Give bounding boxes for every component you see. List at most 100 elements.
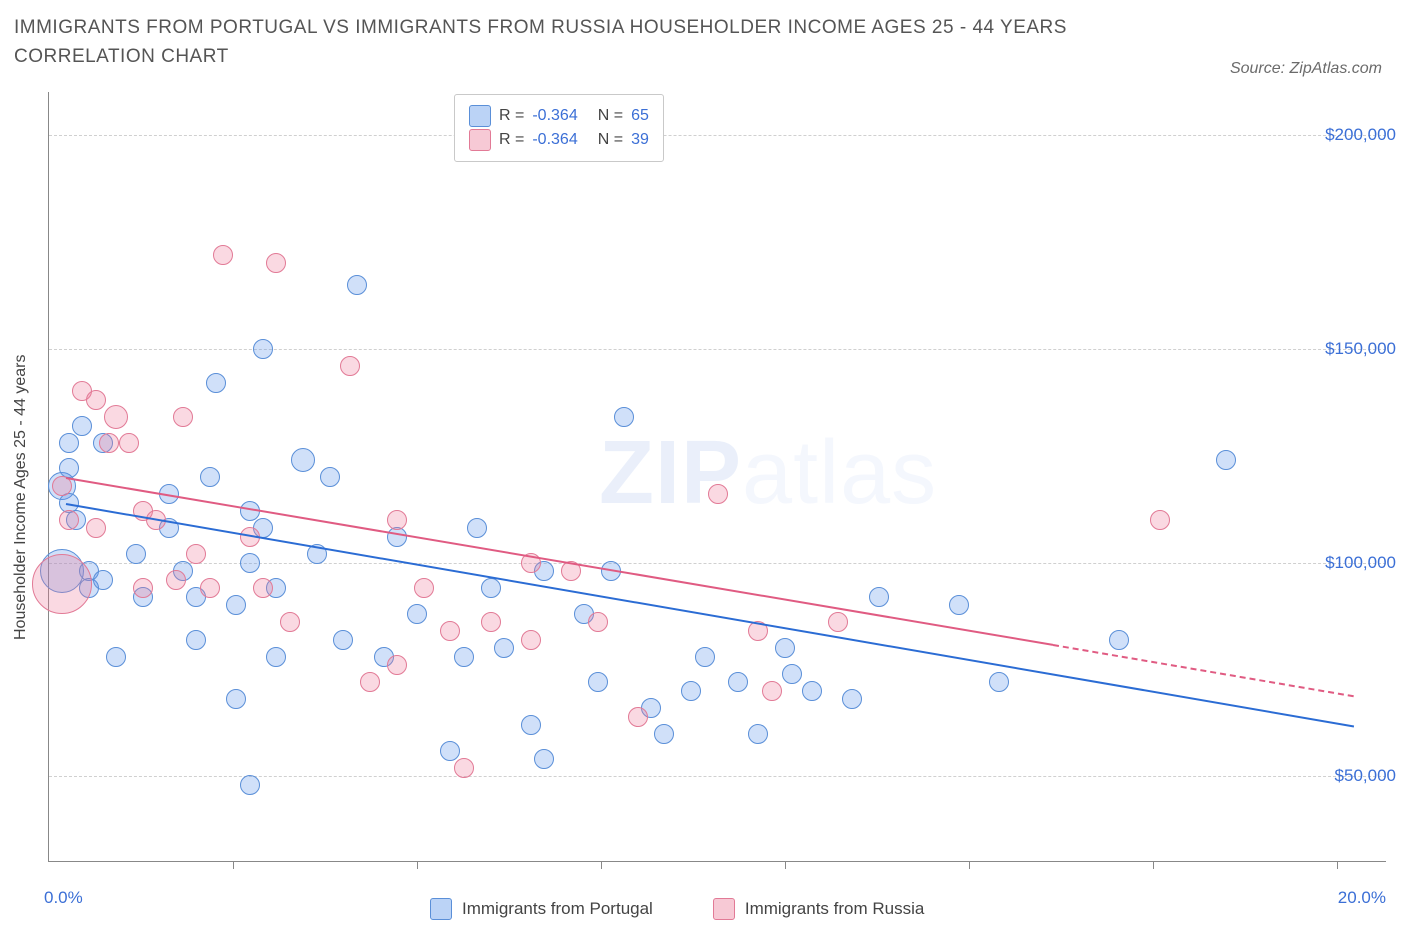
- data-point: [614, 407, 634, 427]
- data-point: [240, 553, 260, 573]
- data-point: [828, 612, 848, 632]
- watermark: ZIPatlas: [599, 422, 937, 525]
- data-point: [226, 595, 246, 615]
- legend-item: Immigrants from Portugal: [430, 898, 653, 920]
- data-point: [1216, 450, 1236, 470]
- data-point: [782, 664, 802, 684]
- y-axis-title: Householder Income Ages 25 - 44 years: [12, 355, 30, 641]
- data-point: [173, 407, 193, 427]
- data-point: [454, 758, 474, 778]
- x-tick: [417, 861, 418, 869]
- data-point: [86, 390, 106, 410]
- legend-r-label: R =: [499, 107, 524, 125]
- data-point: [440, 741, 460, 761]
- data-point: [59, 510, 79, 530]
- data-point: [387, 510, 407, 530]
- data-point: [99, 433, 119, 453]
- data-point: [200, 467, 220, 487]
- data-point: [728, 672, 748, 692]
- data-point: [1109, 630, 1129, 650]
- data-point: [481, 612, 501, 632]
- data-point: [521, 715, 541, 735]
- data-point: [387, 655, 407, 675]
- data-point: [748, 724, 768, 744]
- data-point: [534, 749, 554, 769]
- data-point: [93, 570, 113, 590]
- x-tick: [785, 861, 786, 869]
- legend-swatch: [469, 105, 491, 127]
- legend-label: Immigrants from Russia: [745, 899, 924, 919]
- data-point: [72, 416, 92, 436]
- data-point: [414, 578, 434, 598]
- data-point: [340, 356, 360, 376]
- data-point: [775, 638, 795, 658]
- legend-r-value: -0.364: [532, 107, 577, 125]
- data-point: [869, 587, 889, 607]
- legend-n-label: N =: [598, 107, 623, 125]
- data-point: [200, 578, 220, 598]
- data-point: [360, 672, 380, 692]
- data-point: [253, 339, 273, 359]
- data-point: [226, 689, 246, 709]
- data-point: [708, 484, 728, 504]
- data-point: [32, 554, 92, 614]
- data-point: [104, 405, 128, 429]
- x-tick-label-left: 0.0%: [44, 888, 83, 908]
- legend-n-value: 39: [631, 131, 649, 149]
- data-point: [842, 689, 862, 709]
- legend-swatch: [469, 129, 491, 151]
- grid-line: [49, 349, 1386, 350]
- data-point: [186, 630, 206, 650]
- legend-n-value: 65: [631, 107, 649, 125]
- legend-stat-row: R = -0.364 N = 39: [469, 129, 649, 151]
- legend-r-label: R =: [499, 131, 524, 149]
- data-point: [86, 518, 106, 538]
- legend-n-label: N =: [598, 131, 623, 149]
- data-point: [440, 621, 460, 641]
- legend-item: Immigrants from Russia: [713, 898, 924, 920]
- y-tick-label: $150,000: [1325, 339, 1396, 359]
- watermark-atlas: atlas: [742, 423, 937, 523]
- data-point: [253, 578, 273, 598]
- data-point: [407, 604, 427, 624]
- y-tick-label: $100,000: [1325, 553, 1396, 573]
- data-point: [347, 275, 367, 295]
- data-point: [59, 433, 79, 453]
- x-tick: [233, 861, 234, 869]
- x-tick: [1153, 861, 1154, 869]
- data-point: [166, 570, 186, 590]
- data-point: [333, 630, 353, 650]
- trend-line: [1052, 644, 1353, 697]
- chart-title: IMMIGRANTS FROM PORTUGAL VS IMMIGRANTS F…: [14, 14, 1114, 71]
- data-point: [291, 448, 315, 472]
- data-point: [989, 672, 1009, 692]
- x-tick-label-right: 20.0%: [1338, 888, 1386, 908]
- data-point: [106, 647, 126, 667]
- data-point: [186, 544, 206, 564]
- legend-r-value: -0.364: [532, 131, 577, 149]
- y-tick-label: $200,000: [1325, 125, 1396, 145]
- trend-line: [66, 503, 1354, 727]
- data-point: [467, 518, 487, 538]
- x-tick: [1337, 861, 1338, 869]
- data-point: [628, 707, 648, 727]
- data-point: [280, 612, 300, 632]
- source-label: Source: ZipAtlas.com: [1230, 60, 1382, 78]
- data-point: [320, 467, 340, 487]
- grid-line: [49, 135, 1386, 136]
- y-tick-label: $50,000: [1335, 766, 1396, 786]
- data-point: [387, 527, 407, 547]
- data-point: [588, 612, 608, 632]
- trend-line: [66, 477, 1053, 646]
- data-point: [681, 681, 701, 701]
- data-point: [802, 681, 822, 701]
- data-point: [119, 433, 139, 453]
- x-tick: [969, 861, 970, 869]
- data-point: [521, 630, 541, 650]
- data-point: [206, 373, 226, 393]
- data-point: [1150, 510, 1170, 530]
- data-point: [949, 595, 969, 615]
- legend-stats: R = -0.364 N = 65 R = -0.364 N = 39: [454, 94, 664, 162]
- legend-swatch: [430, 898, 452, 920]
- data-point: [654, 724, 674, 744]
